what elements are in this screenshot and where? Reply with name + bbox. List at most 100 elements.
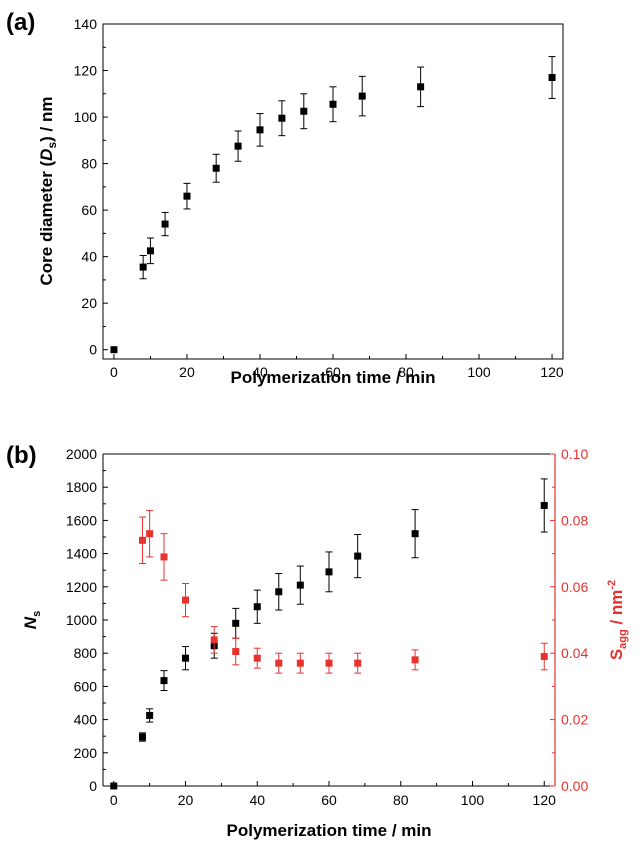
panel-b-x-axis-title: Polymerization time / min [227,821,432,840]
panel-a: (a) 0 20 40 60 80 100 120 0 20 40 60 80 100 120 140 P… [6,9,564,387]
panel-b-label: (b) [6,442,37,469]
panel-a-data-point [256,113,264,147]
panel-b-right-tick-label: 0.04 [561,645,588,661]
panel-b-sagg-point [146,509,154,558]
panel-b-ns-point-marker [232,619,240,627]
panel-b-sagg-point-marker [411,656,419,664]
panel-a-x-axis-title: Polymerization time / min [231,368,436,387]
panel-b-sagg-point-marker [540,653,548,661]
panel-b-left-axis-title: Ns [21,611,43,629]
panel-b-ns-point [296,565,304,605]
panel-a-x-tick-label: 80 [398,364,414,380]
panel-b-ns-point-marker [296,581,304,589]
panel-b-ns-point [253,589,261,624]
panel-b-ns-point [411,509,419,559]
panel-b-sagg-point [354,652,362,674]
panel-a-y-tick-label: 140 [74,16,98,32]
panel-a-data-point-marker [212,164,220,172]
panel-b-ns-point-marker [146,711,154,719]
panel-b-x-tick-label: 0 [110,792,118,808]
panel-b-x-tick-label: 100 [461,792,485,808]
panel-a-data-point [212,153,220,183]
panel-a-y-tick-label: 100 [74,109,98,125]
panel-a-data-point-marker [548,74,556,82]
panel-a-data-point [548,56,556,99]
panel-a-x-tick-label: 100 [467,364,491,380]
panel-a-data-point [234,130,242,162]
panel-b-left-tick-label: 0 [89,778,97,794]
panel-a-data-point-marker [256,126,264,134]
panel-b-ns-point [325,551,333,593]
panel-a-data-point [278,100,286,137]
panel-b-sagg-point [540,642,548,671]
panel-a-label: (a) [6,9,35,36]
panel-a-data-point-marker [234,142,242,150]
panel-a-data-point-marker [417,83,425,91]
panel-b-ns-point [110,782,118,790]
panel-a-y-axis-title: Core diameter (Ds) / nm [37,96,59,285]
panel-b-right-tick-label: 0.02 [561,712,588,728]
panel-b-left-tick-label: 1000 [66,612,97,628]
panel-b-ns-point-marker [253,603,261,611]
panel-b-ns-point-marker [325,568,333,576]
panel-b-sagg-point [138,516,146,565]
panel-b-sagg-point-marker [138,536,146,544]
panel-b-ns-point-marker [138,733,146,741]
panel-b-ns-point [275,573,283,611]
panel-a-data-point [183,182,191,210]
panel-b-sagg-point [182,582,190,618]
panel-a-data-point [139,254,147,280]
panel-b-x-tick-label: 60 [321,792,337,808]
panel-a-x-tick-label: 40 [252,364,268,380]
panel-b-sagg-point-marker [210,636,218,644]
panel-a-x-tick-label: 120 [540,364,564,380]
panel-a-y-tick-label: 40 [81,249,97,265]
panel-a-data-point-marker [110,346,118,354]
panel-a-data-point-marker [300,107,308,115]
panel-a-data-point [146,237,154,265]
panel-b-left-tick-label: 1200 [66,579,97,595]
panel-b-sagg-point-marker [182,596,190,604]
panel-b-ns-point-marker [182,654,190,662]
panel-b-sagg-point-marker [146,530,154,538]
panel-a-data-point-marker [358,92,366,100]
panel-b-x-tick-label: 80 [393,792,409,808]
panel-b-right-axis-title: Sagg / nm-2 [606,580,629,660]
panel-a-data-point-marker [146,247,154,255]
panel-b-sagg-point-marker [296,659,304,667]
panel-b-sagg-point-marker [325,659,333,667]
panel-a-data-point-marker [278,114,286,122]
panel-b-left-tick-label: 600 [74,678,98,694]
panel-b-sagg-point [296,652,304,674]
panel-b-right-tick-label: 0.08 [561,512,588,528]
panel-b-sagg-point [275,652,283,674]
panel-b-sagg-point [253,647,261,669]
panel-b-ns-point [146,708,154,723]
panel-a-x-tick-label: 60 [325,364,341,380]
panel-b-left-tick-label: 400 [74,712,98,728]
panel-b-right-tick-label: 0.06 [561,579,588,595]
panel-a-data-point [358,75,366,117]
panel-b-x-tick-label: 20 [178,792,194,808]
panel-b-ns-point [232,607,240,639]
panel-b-left-tick-label: 1400 [66,546,97,562]
panel-b-sagg-point [210,626,218,654]
panel-b-ns-point-marker [540,501,548,509]
panel-b-ns-point-marker [275,588,283,596]
panel-b-sagg-point [232,637,240,666]
panel-b-right-tick-label: 0.10 [561,446,588,462]
panel-a-y-tick-label: 60 [81,202,97,218]
panel-b: (b) 0 20 40 60 80 100 120 0 200 400 600 800 1000 120… [6,442,629,840]
panel-b-sagg-point [160,533,168,581]
panel-b-sagg-point-marker [232,648,240,656]
panel-a-data-point [161,211,169,237]
panel-a-y-tick-label: 0 [89,342,97,358]
panel-b-sagg-point-marker [354,659,362,667]
panel-b-ns-point-marker [160,677,168,685]
panel-a-data-point [329,86,337,123]
panel-a-y-tick-label: 120 [74,63,98,79]
panel-b-ns-point [354,534,362,579]
panel-b-ns-point [160,670,168,692]
panel-b-x-tick-label: 120 [533,792,557,808]
panel-a-data-point [417,66,425,108]
